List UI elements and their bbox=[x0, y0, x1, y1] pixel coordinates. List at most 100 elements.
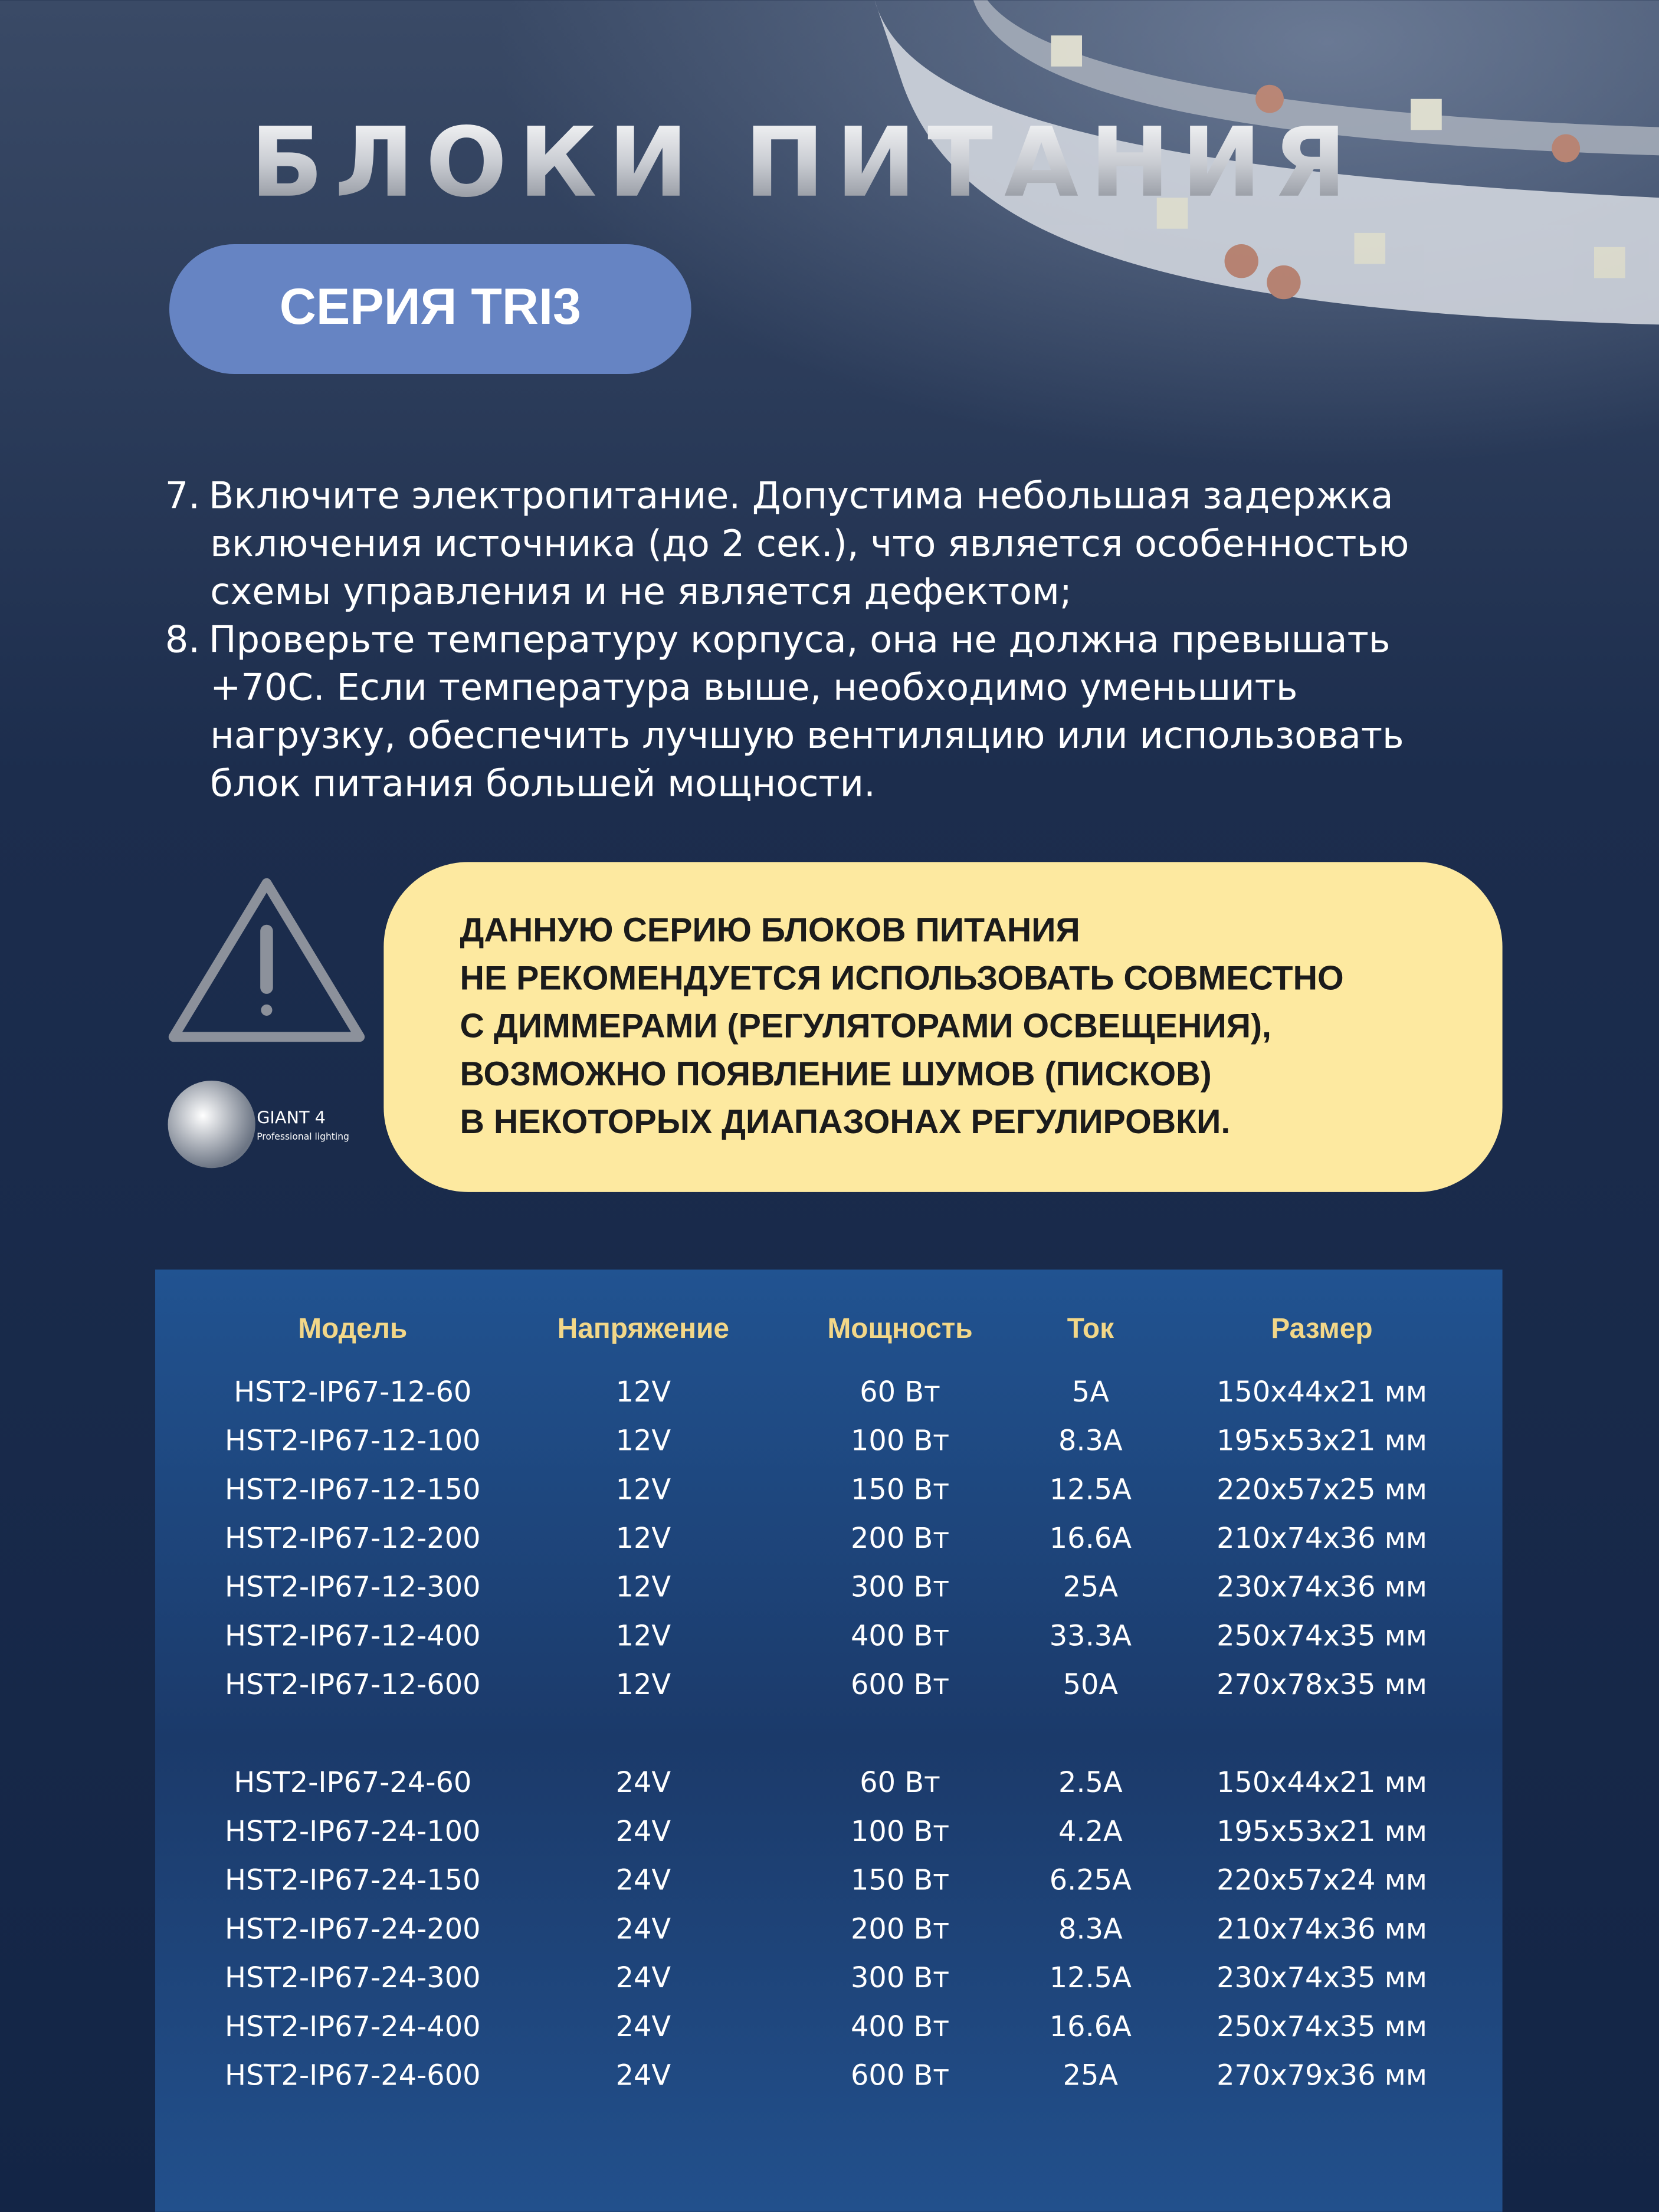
table-cell: 24V bbox=[616, 2011, 671, 2043]
table-cell: HST2-IP67-12-100 bbox=[225, 1425, 481, 1458]
table-cell: 60 Вт bbox=[860, 1376, 940, 1409]
table-cell: 600 Вт bbox=[851, 2060, 949, 2092]
table-cell: 24V bbox=[616, 1865, 671, 1897]
warning-box bbox=[383, 862, 1503, 1192]
item-line: включения источника (до 2 сек.), что явл… bbox=[210, 522, 1409, 565]
table-cell: 8.3A bbox=[1058, 1425, 1123, 1458]
warning-line: ДАННУЮ СЕРИЮ БЛОКОВ ПИТАНИЯ bbox=[460, 911, 1080, 949]
table-cell: 24V bbox=[616, 1913, 671, 1945]
table-cell: 200 Вт bbox=[851, 1913, 949, 1945]
table-cell: HST2-IP67-12-600 bbox=[225, 1669, 481, 1701]
table-cell: 12V bbox=[616, 1425, 671, 1458]
table-cell: 600 Вт bbox=[851, 1669, 949, 1701]
table-cell: 100 Вт bbox=[851, 1425, 949, 1458]
table-cell: 250x74x35 мм bbox=[1217, 1620, 1427, 1652]
table-cell: 200 Вт bbox=[851, 1522, 949, 1555]
table-cell: 270x79x36 мм bbox=[1217, 2060, 1427, 2092]
table-cell: 16.6A bbox=[1050, 1522, 1132, 1555]
item-number: 7. bbox=[165, 474, 200, 517]
table-cell: HST2-IP67-12-200 bbox=[225, 1522, 481, 1555]
table-header: Размер bbox=[1271, 1313, 1372, 1344]
table-cell: HST2-IP67-24-400 bbox=[225, 2011, 481, 2043]
item-line: схемы управления и не является дефектом; bbox=[210, 570, 1072, 613]
table-cell: 12.5A bbox=[1050, 1962, 1132, 1994]
table-cell: 60 Вт bbox=[860, 1767, 940, 1799]
table-cell: HST2-IP67-24-150 bbox=[225, 1865, 481, 1897]
table-cell: 220x57x24 мм bbox=[1217, 1865, 1427, 1897]
title: БЛОКИ ПИТАНИЯ bbox=[250, 107, 1358, 219]
warning-icon bbox=[168, 878, 365, 1042]
table-cell: 12.5A bbox=[1050, 1473, 1132, 1506]
table-cell: 12V bbox=[616, 1620, 671, 1652]
logo-tagline: Professional lighting bbox=[257, 1131, 349, 1142]
item-line: блок питания большей мощности. bbox=[210, 762, 876, 805]
table-header: Напряжение bbox=[558, 1313, 729, 1344]
table-header: Ток bbox=[1067, 1313, 1114, 1344]
table-cell: 12V bbox=[616, 1376, 671, 1409]
table-cell: HST2-IP67-24-60 bbox=[234, 1767, 471, 1799]
table-cell: 230x74x35 мм bbox=[1217, 1962, 1427, 1994]
table-cell: 8.3A bbox=[1058, 1913, 1123, 1945]
badge bbox=[169, 244, 691, 374]
table-cell: 300 Вт bbox=[851, 1962, 949, 1994]
table-cell: HST2-IP67-24-600 bbox=[225, 2060, 481, 2092]
logo-sphere bbox=[168, 1080, 255, 1169]
logo-brand: GIANT 4 bbox=[257, 1108, 326, 1128]
table-cell: 24V bbox=[616, 1962, 671, 1994]
table-header: Мощность bbox=[827, 1313, 972, 1344]
led-strip bbox=[874, 0, 1659, 325]
table-cell: 150 Вт bbox=[851, 1473, 949, 1506]
table-cell: 50A bbox=[1063, 1669, 1119, 1701]
table-cell: HST2-IP67-12-300 bbox=[225, 1571, 481, 1604]
table-cell: 195x53x21 мм bbox=[1217, 1425, 1427, 1458]
table-cell: HST2-IP67-24-300 bbox=[225, 1962, 481, 1994]
table-cell: 6.25A bbox=[1050, 1865, 1132, 1897]
table-cell: 24V bbox=[616, 1816, 671, 1848]
warning-line: ВОЗМОЖНО ПОЯВЛЕНИЕ ШУМОВ (ПИСКОВ) bbox=[460, 1055, 1212, 1093]
table-cell: 150 Вт bbox=[851, 1865, 949, 1897]
table-cell: HST2-IP67-24-200 bbox=[225, 1913, 481, 1945]
table-cell: 270x78x35 мм bbox=[1217, 1669, 1427, 1701]
item-line: +70С. Если температура выше, необходимо … bbox=[210, 666, 1297, 709]
table-cell: 150x44x21 мм bbox=[1217, 1767, 1427, 1799]
table-header: Модель bbox=[298, 1313, 407, 1344]
table-cell: 220x57x25 мм bbox=[1217, 1473, 1427, 1506]
warning-line: В НЕКОТОРЫХ ДИАПАЗОНАХ РЕГУЛИРОВКИ. bbox=[460, 1103, 1231, 1141]
table-cell: 16.6A bbox=[1050, 2011, 1132, 2043]
table-cell: HST2-IP67-24-100 bbox=[225, 1816, 481, 1848]
table-cell: 195x53x21 мм bbox=[1217, 1816, 1427, 1848]
badge-text: СЕРИЯ TRI3 bbox=[280, 278, 581, 335]
table-cell: 25A bbox=[1063, 2060, 1119, 2092]
table-cell: 12V bbox=[616, 1571, 671, 1604]
table-cell: HST2-IP67-12-150 bbox=[225, 1473, 481, 1506]
table-cell: 5A bbox=[1072, 1376, 1109, 1409]
table-cell: 12V bbox=[616, 1522, 671, 1555]
table-cell: 100 Вт bbox=[851, 1816, 949, 1848]
table-cell: 210x74x36 мм bbox=[1217, 1522, 1427, 1555]
item-number: 8. bbox=[165, 618, 200, 661]
table-cell: 400 Вт bbox=[851, 2011, 949, 2043]
table-cell: 300 Вт bbox=[851, 1571, 949, 1604]
table-cell: 4.2A bbox=[1058, 1816, 1123, 1848]
glow bbox=[0, 0, 1659, 847]
table-cell: 230x74x36 мм bbox=[1217, 1571, 1427, 1604]
table-cell: 400 Вт bbox=[851, 1620, 949, 1652]
warning-line: С ДИММЕРАМИ (РЕГУЛЯТОРАМИ ОСВЕЩЕНИЯ), bbox=[460, 1007, 1272, 1045]
item-line: Проверьте температуру корпуса, она не до… bbox=[209, 618, 1391, 661]
warning-line: НЕ РЕКОМЕНДУЕТСЯ ИСПОЛЬЗОВАТЬ СОВМЕСТНО bbox=[460, 959, 1344, 997]
table-cell: 250x74x35 мм bbox=[1217, 2011, 1427, 2043]
table-cell: 12V bbox=[616, 1669, 671, 1701]
table-cell: 33.3A bbox=[1050, 1620, 1132, 1652]
item-line: нагрузку, обеспечить лучшую вентиляцию и… bbox=[210, 714, 1404, 757]
table-panel bbox=[155, 1269, 1503, 2212]
table-cell: 24V bbox=[616, 2060, 671, 2092]
item-line: Включите электропитание. Допустима небол… bbox=[209, 474, 1394, 517]
table-cell: 12V bbox=[616, 1473, 671, 1506]
table-cell: 24V bbox=[616, 1767, 671, 1799]
table-cell: HST2-IP67-12-400 bbox=[225, 1620, 481, 1652]
table-cell: 210x74x36 мм bbox=[1217, 1913, 1427, 1945]
table-cell: HST2-IP67-12-60 bbox=[234, 1376, 471, 1409]
table-cell: 150x44x21 мм bbox=[1217, 1376, 1427, 1409]
